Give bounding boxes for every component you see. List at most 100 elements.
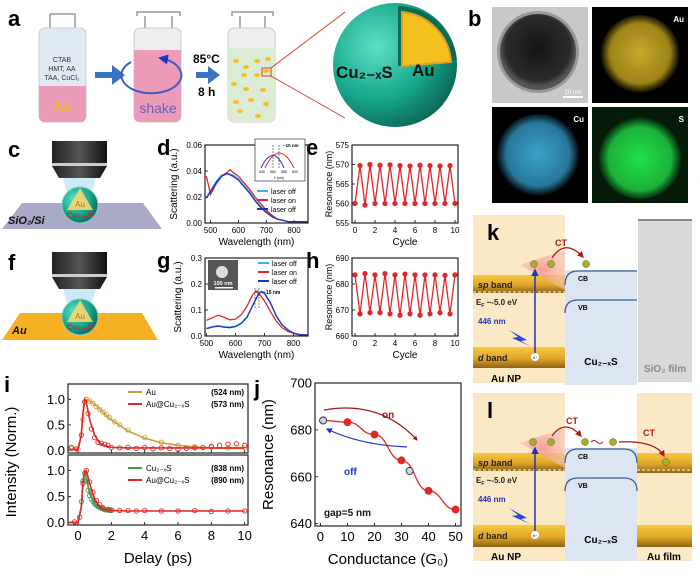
plot-frame [314,382,462,527]
y-tick-label: 1.0 [47,392,65,407]
x-tick-label: 8 [433,226,438,235]
eds-map-au: Au [592,7,688,103]
data-point [424,486,433,495]
x-tick-label: 10 [451,339,460,348]
x-tick-label: 0 [353,226,358,235]
excitation-label: 446 nm [478,495,506,504]
legend-entry: laser off [271,207,296,214]
data-point [442,272,448,279]
shell-label: Cu₂₋ₓS [336,63,393,82]
legend-wavelength: (838 nm) [211,464,244,473]
vb-label: VB [578,483,588,490]
electron-icon [609,438,617,446]
data-point [407,311,413,317]
y-tick-label: 690 [336,254,350,263]
gap-label: gap=5 nm [324,508,371,519]
series-line [323,419,456,511]
fermi-level-label: EF ~-5.0 eV [476,476,518,487]
inset-tick: 540 [259,170,265,174]
core-label: Au [75,200,85,209]
y-tick-label: 0.06 [186,141,202,150]
substrate-label: SiO₂/Si [8,215,46,227]
cb-label: CB [578,276,588,283]
data-point [117,422,123,428]
x-tick-label: 10 [237,528,251,543]
y-tick-label: 0.0 [47,443,65,458]
legend-entry: Cu₂₋ₓS [146,464,172,473]
x-tick-label: 8 [208,528,215,543]
series-line-laser off [206,291,308,336]
y-tick-label: 565 [336,180,350,189]
data-point [427,163,433,169]
data-point [343,418,352,427]
electron-icon [547,260,555,268]
data-point [432,272,438,278]
x-tick-label: 500 [204,226,218,235]
data-point [352,272,358,278]
data-point [362,270,368,277]
plot-frame [204,257,309,337]
y-tick-label: 0.02 [186,193,202,202]
electron-icon [547,438,555,446]
series-group [352,270,458,318]
data-point [392,272,398,278]
x-tick-label: 0 [74,528,81,543]
y-tick-label: 555 [336,219,350,228]
objective-lens [52,141,107,164]
data-point [432,200,438,207]
y-tick-label: 670 [336,306,350,315]
panel-g-inset: 100 nm ~15 nm [208,260,281,308]
y-tick-label: 680 [290,422,312,437]
data-point [370,430,379,439]
charge-transfer-arrow [551,247,584,259]
y-axis-label: Intensity (Norm.) [3,407,20,518]
x-tick-label: 50 [448,529,462,544]
series-line-Au@Cu₂₋ₓS [69,397,245,451]
shake-label: shake [139,100,177,116]
shift-annotation: ~15 nm [263,290,281,296]
au-np-label: Au NP [491,374,521,385]
data-point [217,442,223,448]
hot-electron-distribution [520,428,565,468]
electron-icon [530,260,538,268]
series-group [68,396,248,453]
x-axis-label: Cycle [392,350,417,361]
panel-d-inset: ~10 nm 540 560 580 600 λ (nm) [254,138,306,182]
data-point [377,309,383,316]
data-point [382,270,388,277]
y-tick-label: 640 [290,516,312,531]
y-tick-label: 0.0 [191,332,203,341]
eds-map-s: S [592,107,688,203]
y-tick-label: 570 [336,160,350,169]
sp-band-label: sp band [478,280,513,290]
electron-icon [529,438,537,446]
d-band-label: d band [478,531,508,541]
plot-frame [351,144,459,224]
map-label: Cu [573,115,584,124]
y-axis-label: Resonance (nm) [324,151,334,218]
x-tick-label: 4 [393,226,398,235]
y-tick-label: 0.5 [47,489,65,504]
panel-i-top-legend: Au (524 nm) Au@Cu₂₋ₓS (573 nm) [128,388,244,409]
wavy-arrow [590,440,604,444]
arrow-right-icon [95,65,125,85]
data-point [392,200,398,207]
y-axis-label: Scattering (a.u.) [169,148,180,219]
x-tick-label: 500 [200,339,214,348]
conduction-band [564,270,637,286]
lightning-icon [509,508,530,524]
x-tick-label: 600 [229,339,243,348]
data-point [225,441,231,447]
tem-image: 20 nm [492,7,588,103]
data-point [372,272,378,278]
x-tick-label: 800 [287,339,301,348]
legend-entry: Au@Cu₂₋ₓS [146,476,189,485]
panel-label-b: b [468,6,481,31]
y-tick-label: 0.04 [186,167,202,176]
data-point [412,200,418,207]
y-tick-label: 680 [336,280,350,289]
ct-label: CT [555,238,567,248]
core-shell-sphere: Cu₂₋ₓS Au [333,3,457,127]
vial-precursor: CTAB HMT, AA TAA, CuCl₂ Au [38,13,87,123]
core-label: Au [412,61,435,80]
